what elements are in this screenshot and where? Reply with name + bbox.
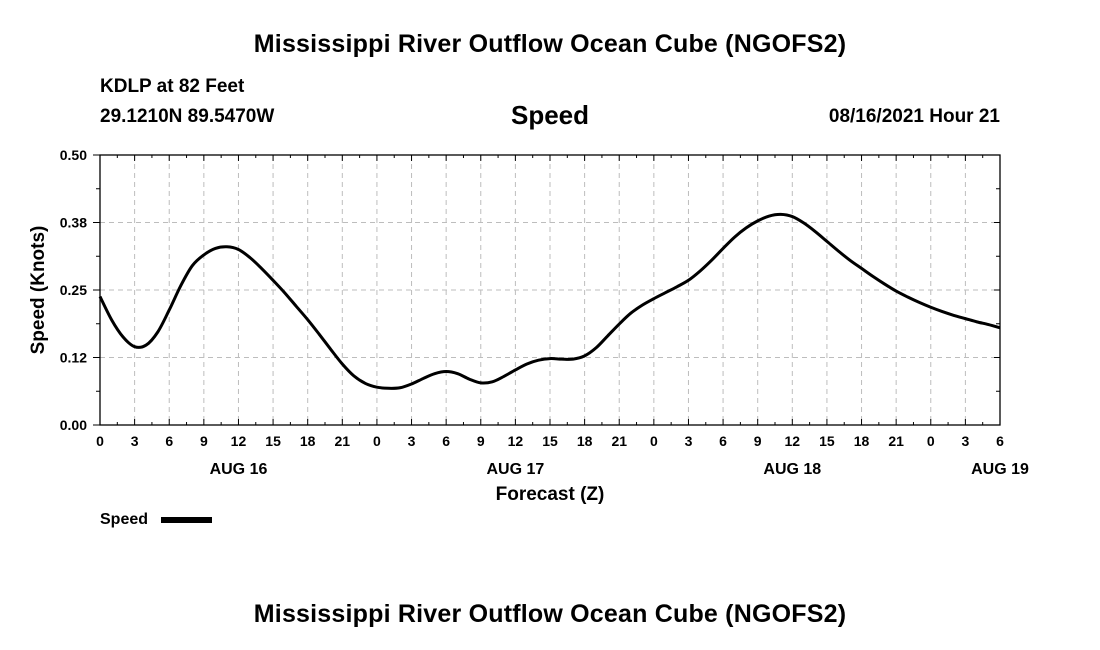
x-tick-label: 18 [854,433,870,449]
x-tick-label: 9 [477,433,485,449]
x-tick-label: 21 [611,433,627,449]
chart-title-bottom: Mississippi River Outflow Ocean Cube (NG… [253,600,847,628]
day-label: AUG 18 [763,461,821,478]
x-tick-label: 9 [200,433,208,449]
legend-label: Speed [100,511,148,528]
chart-title-top: Mississippi River Outflow Ocean Cube (NG… [253,30,847,58]
x-tick-label: 0 [650,433,658,449]
x-tick-label: 15 [265,433,281,449]
day-label: AUG 17 [486,461,544,478]
x-tick-label: 6 [165,433,173,449]
labels-layer: Forecast (Z) Speed (Knots) Speed 0 3 6 9 12 1… [28,147,1029,528]
plot-frame [99,154,1001,426]
x-tick-label: 0 [927,433,935,449]
x-tick-label: 18 [577,433,593,449]
variable-title: Speed [510,100,590,130]
x-tick-label: 6 [719,433,727,449]
x-tick-label: 21 [888,433,904,449]
x-tick-label: 0 [373,433,381,449]
x-tick-label: 6 [996,433,1004,449]
x-tick-label: 3 [408,433,416,449]
y-tick-label: 0.50 [60,147,87,163]
speed-chart: Forecast (Z) Speed (Knots) Speed 0 3 6 9 12 1… [28,147,1029,528]
x-tick-label: 15 [819,433,835,449]
x-tick-label: 3 [961,433,969,449]
y-tick-label: 0.38 [60,215,87,231]
x-tick-label: 9 [754,433,762,449]
coordinates-label: 29.1210N 89.5470W [100,106,275,127]
y-tick-label: 0.25 [60,282,87,298]
x-tick-label: 0 [96,433,104,449]
x-tick-label: 3 [131,433,139,449]
speed-series-line [98,212,1001,390]
x-tick-label: 3 [685,433,693,449]
day-label: AUG 16 [210,461,268,478]
x-tick-label: 18 [300,433,316,449]
x-tick-label: 15 [542,433,558,449]
grid-layer [100,155,1000,425]
x-tick-label: 12 [231,433,247,449]
x-tick-label: 21 [335,433,351,449]
y-tick-label: 0.00 [60,417,87,433]
x-tick-label: 12 [508,433,524,449]
station-label: KDLP at 82 Feet [100,76,245,97]
y-tick-label: 0.12 [60,350,87,366]
x-axis-label: Forecast (Z) [496,484,605,505]
x-tick-label: 12 [785,433,801,449]
y-axis-label: Speed (Knots) [28,226,49,355]
series-layer [98,212,1001,390]
day-label: AUG 19 [971,461,1029,478]
datetime-label: 08/16/2021 Hour 21 [828,106,1000,127]
x-tick-label: 6 [442,433,450,449]
axes-layer [93,154,1001,426]
